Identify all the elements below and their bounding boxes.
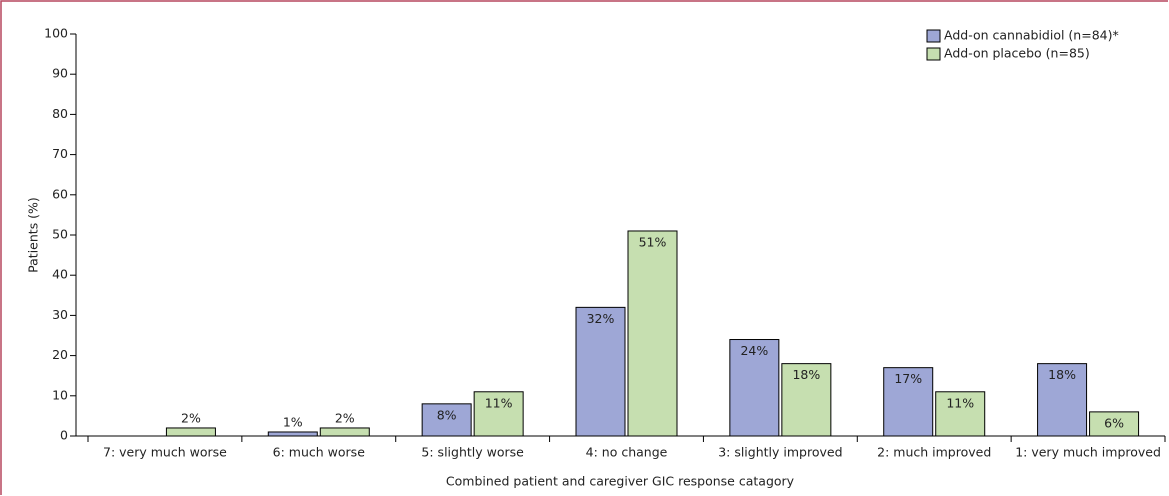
bar [319,427,370,437]
value-label: 18% [1048,367,1076,382]
legend-swatch [926,29,941,43]
x-tick-label: 1: very much improved [1015,445,1161,460]
y-tick-label: 90 [52,66,68,81]
y-tick-label: 70 [52,146,68,161]
bar [421,403,472,437]
bar [267,431,318,437]
bar [575,306,626,437]
bar [729,339,780,437]
value-label: 6% [1104,415,1124,430]
value-label: 1% [283,414,303,429]
value-label: 2% [181,410,201,425]
y-tick-label: 100 [44,26,68,41]
bar [473,391,524,437]
x-tick-label: 2: much improved [877,445,991,460]
value-label: 11% [946,395,974,410]
x-axis-label: Combined patient and caregiver GIC respo… [446,474,795,489]
y-tick-label: 20 [52,347,68,362]
value-label: 2% [335,410,355,425]
legend-label: Add-on cannabidiol (n=84)* [944,28,1119,43]
x-tick-label: 6: much worse [273,445,366,460]
legend-label: Add-on placebo (n=85) [944,46,1090,61]
y-tick-label: 30 [52,307,68,322]
bar [935,391,986,437]
value-label: 17% [894,371,922,386]
bar [165,427,216,437]
value-label: 8% [437,407,457,422]
bar [1089,411,1140,437]
bar [627,230,678,437]
value-label: 18% [792,367,820,382]
bar [781,363,832,437]
y-tick-label: 0 [60,428,68,443]
x-tick-label: 3: slightly improved [718,445,842,460]
x-tick-label: 7: very much worse [103,445,227,460]
value-label: 51% [639,234,667,249]
x-tick-label: 4: no change [586,445,668,460]
bar [1037,363,1088,437]
x-tick-label: 5: slightly worse [421,445,524,460]
legend-swatch [926,47,941,61]
bar [883,367,934,437]
value-label: 24% [740,343,768,358]
y-tick-label: 40 [52,267,68,282]
y-tick-label: 80 [52,106,68,121]
y-axis-label: Patients (%) [26,197,41,273]
y-tick-label: 60 [52,186,68,201]
y-tick-label: 50 [52,227,68,242]
value-label: 11% [485,395,513,410]
value-label: 32% [587,311,615,326]
y-tick-label: 10 [52,387,68,402]
